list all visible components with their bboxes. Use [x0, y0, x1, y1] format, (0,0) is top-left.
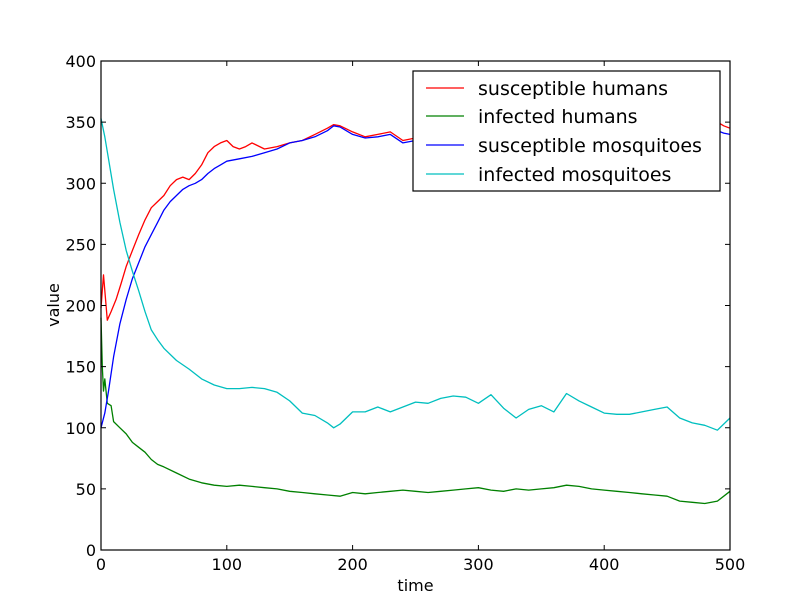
x-tick-label: 100 — [212, 555, 243, 574]
legend-box — [412, 70, 721, 192]
x-axis-label: time — [397, 576, 433, 595]
legend-label-susceptible-mosquitoes: susceptible mosquitoes — [478, 135, 702, 157]
legend: susceptible humans infected humans suscept… — [412, 70, 721, 192]
x-tick-label: 0 — [96, 555, 106, 574]
ticks-layer: 0 100 200 300 400 500 0 50 100 150 200 250 300 350 400 — [65, 52, 745, 574]
legend-label-infected-mosquitoes: infected mosquitoes — [478, 164, 671, 186]
y-axis-label: value — [44, 283, 63, 327]
x-tick-label: 200 — [337, 555, 368, 574]
y-tick-label: 400 — [65, 52, 96, 71]
y-tick-label: 50 — [76, 480, 96, 499]
y-tick-label: 200 — [65, 297, 96, 316]
series-line-infected-mosquitoes — [100, 118, 731, 431]
legend-label-infected-humans: infected humans — [478, 106, 638, 128]
series-line-infected-humans — [100, 317, 731, 505]
x-tick-label: 500 — [715, 555, 746, 574]
y-tick-label: 100 — [65, 419, 96, 438]
y-tick-label: 150 — [65, 358, 96, 377]
y-tick-label: 0 — [86, 541, 96, 560]
legend-label-susceptible-humans: susceptible humans — [478, 78, 668, 100]
x-tick-label: 400 — [589, 555, 620, 574]
y-tick-label: 250 — [65, 235, 96, 254]
y-tick-label: 350 — [65, 113, 96, 132]
y-tick-label: 300 — [65, 174, 96, 193]
x-tick-label: 300 — [463, 555, 494, 574]
